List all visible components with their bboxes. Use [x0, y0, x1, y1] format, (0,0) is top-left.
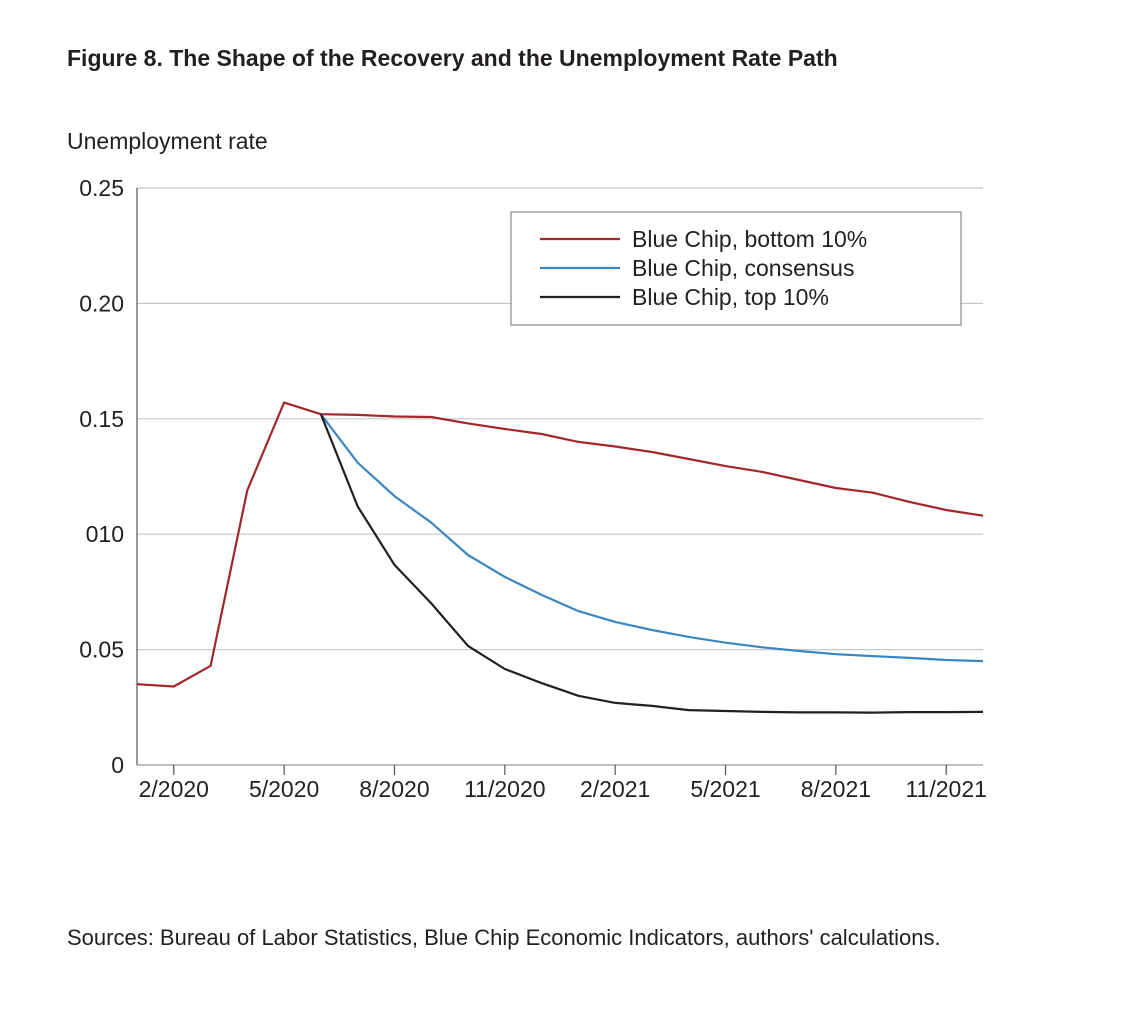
y-tick-label: 0 [111, 752, 124, 778]
y-tick-label: 010 [86, 521, 124, 547]
x-tick-label: 8/2020 [359, 776, 429, 802]
y-tick-label: 0.25 [79, 175, 124, 201]
x-tick-label: 11/2020 [464, 776, 545, 802]
y-tick-label: 0.15 [79, 406, 124, 432]
legend-label: Blue Chip, top 10% [632, 284, 829, 310]
legend-label: Blue Chip, bottom 10% [632, 226, 867, 252]
sources-note: Sources: Bureau of Labor Statistics, Blu… [67, 925, 941, 950]
y-tick-label: 0.20 [79, 290, 124, 316]
series-line-1 [320, 413, 984, 663]
y-axis-label: Unemployment rate [67, 128, 268, 154]
figure-title: Figure 8. The Shape of the Recovery and … [67, 45, 838, 71]
x-tick-label: 11/2021 [905, 776, 986, 802]
x-tick-label: 8/2021 [801, 776, 871, 802]
x-tick-label: 2/2021 [580, 776, 650, 802]
x-tick-label: 5/2020 [249, 776, 319, 802]
series-line-2 [319, 413, 984, 714]
series-line-0 [136, 401, 984, 688]
x-tick-label: 5/2021 [690, 776, 760, 802]
y-tick-label: 0.05 [79, 637, 124, 663]
x-tick-label: 2/2020 [139, 776, 209, 802]
legend-label: Blue Chip, consensus [632, 255, 854, 281]
